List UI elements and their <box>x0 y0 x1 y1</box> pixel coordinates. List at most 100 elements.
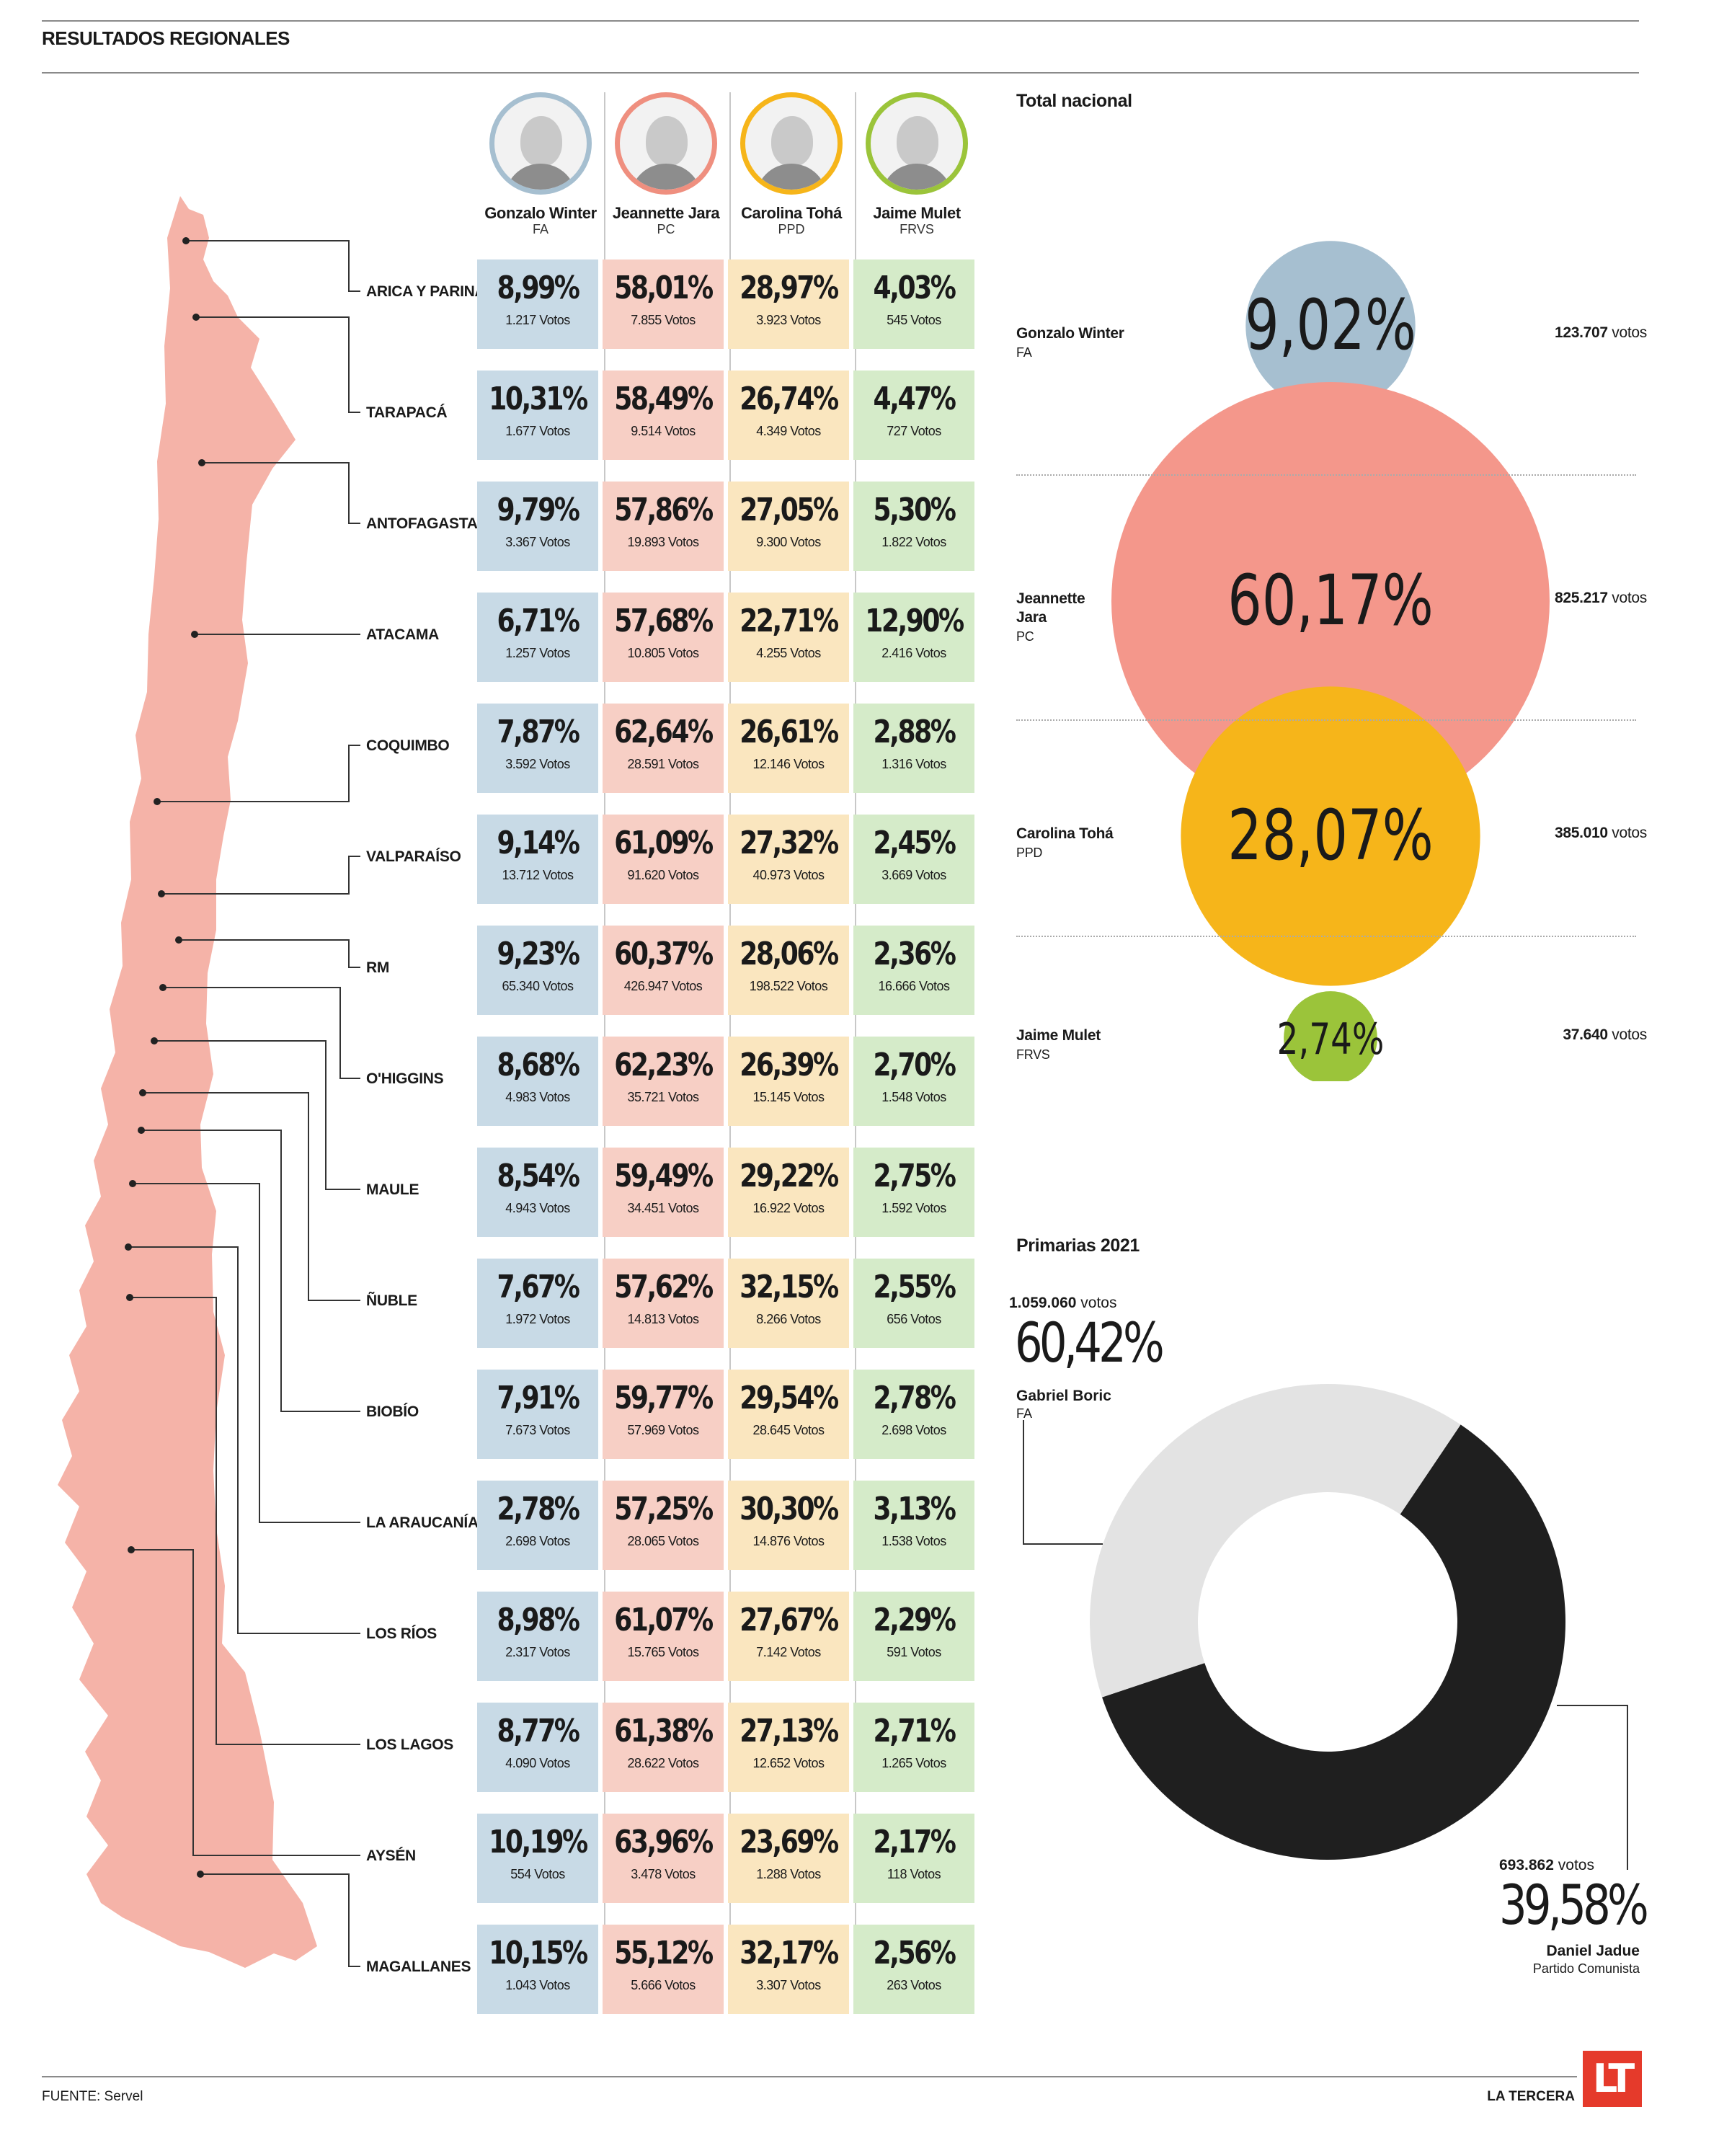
result-percentage: 61,07% <box>614 1602 714 1638</box>
result-cell: 10,15% 1.043 Votos <box>477 1925 598 2014</box>
national-name-winter: Gonzalo Winter FA <box>1016 324 1124 362</box>
result-percentage: 4,03% <box>873 270 956 306</box>
result-cell: 2,56% 263 Votos <box>853 1925 974 2014</box>
donut-slice-0 <box>1102 1424 1565 1860</box>
candidate-party: FA <box>532 222 548 236</box>
region-leader-line <box>196 316 360 413</box>
region-leader-line <box>161 856 360 895</box>
result-percentage: 9,14% <box>497 825 580 861</box>
region-label-maule: MAULE <box>366 1181 419 1198</box>
region-marker <box>182 237 190 244</box>
result-percentage: 57,86% <box>614 492 714 528</box>
region-leader-line <box>130 1297 360 1745</box>
candidate-name: Gonzalo Winter <box>484 204 597 222</box>
top-rule <box>42 20 1639 22</box>
candidate-header-mulet: Jaime Mulet FRVS <box>856 92 977 236</box>
candidate-header-winter: Gonzalo Winter FA <box>480 92 601 236</box>
region-label-coquimbo: COQUIMBO <box>366 737 450 754</box>
result-cell: 3,13% 1.538 Votos <box>853 1481 974 1570</box>
divider <box>1016 474 1636 476</box>
series-name: Gabriel Boric <box>1016 1388 1111 1404</box>
result-cell: 26,74% 4.349 Votos <box>728 371 849 460</box>
result-percentage: 10,31% <box>489 381 588 417</box>
result-percentage: 9,79% <box>497 492 580 528</box>
result-votes: 1.288 Votos <box>756 1867 821 1881</box>
result-votes: 4.255 Votos <box>756 646 821 660</box>
bubble-1 <box>1111 382 1550 820</box>
result-cell: 55,12% 5.666 Votos <box>603 1925 724 2014</box>
bubble-label: 9,02% <box>1245 285 1416 366</box>
result-percentage: 2,17% <box>873 1824 956 1860</box>
result-cell: 57,25% 28.065 Votos <box>603 1481 724 1570</box>
result-percentage: 2,56% <box>873 1935 956 1971</box>
result-percentage: 27,13% <box>739 1713 839 1749</box>
result-cell: 6,71% 1.257 Votos <box>477 593 598 682</box>
result-percentage: 10,15% <box>489 1935 588 1971</box>
result-percentage: 58,49% <box>614 381 714 417</box>
result-cell: 61,09% 91.620 Votos <box>603 815 724 904</box>
region-leader-line <box>154 1040 360 1190</box>
result-votes: 19.893 Votos <box>627 535 699 549</box>
result-votes: 34.451 Votos <box>627 1201 699 1215</box>
region-label-atacama: ATACAMA <box>366 626 439 643</box>
result-percentage: 2,75% <box>873 1158 956 1194</box>
avatar <box>615 92 717 195</box>
primaries-pct-jadue: 39,58% <box>1499 1873 1649 1937</box>
result-percentage: 63,96% <box>614 1824 714 1860</box>
result-votes: 9.514 Votos <box>631 424 696 438</box>
result-percentage: 5,30% <box>873 492 956 528</box>
result-votes: 35.721 Votos <box>627 1090 699 1104</box>
result-votes: 15.145 Votos <box>752 1090 825 1104</box>
result-percentage: 28,06% <box>739 936 839 972</box>
donut-slice-1 <box>1090 1383 1461 1698</box>
votes-value: 825.217 <box>1554 590 1608 606</box>
result-percentage: 4,47% <box>873 381 956 417</box>
region-leader-line <box>143 1092 360 1301</box>
region-marker <box>175 936 182 944</box>
result-cell: 27,05% 9.300 Votos <box>728 482 849 571</box>
result-cell: 9,14% 13.712 Votos <box>477 815 598 904</box>
result-cell: 32,15% 8.266 Votos <box>728 1259 849 1348</box>
region-marker <box>197 1871 204 1878</box>
result-percentage: 26,39% <box>739 1047 839 1083</box>
result-votes: 4.090 Votos <box>505 1756 570 1770</box>
result-cell: 61,38% 28.622 Votos <box>603 1703 724 1792</box>
result-percentage: 62,23% <box>614 1047 714 1083</box>
result-percentage: 27,67% <box>739 1602 839 1638</box>
result-percentage: 10,19% <box>489 1824 588 1860</box>
series-party: PC <box>1016 629 1034 644</box>
region-label-los-lagos: LOS LAGOS <box>366 1736 453 1753</box>
votes-value: 123.707 <box>1554 324 1608 341</box>
result-percentage: 2,70% <box>873 1047 956 1083</box>
result-votes: 7.673 Votos <box>505 1423 570 1437</box>
result-cell: 59,77% 57.969 Votos <box>603 1370 724 1459</box>
candidate-party: PC <box>657 222 675 236</box>
result-cell: 27,32% 40.973 Votos <box>728 815 849 904</box>
series-name: Carolina Tohá <box>1016 825 1114 842</box>
result-cell: 2,78% 2.698 Votos <box>853 1370 974 1459</box>
region-marker <box>138 1127 145 1134</box>
region-leader-line <box>128 1246 360 1634</box>
national-name-toha: Carolina Tohá PPD <box>1016 825 1114 862</box>
national-title: Total nacional <box>1016 91 1132 111</box>
result-cell: 4,03% 545 Votos <box>853 259 974 349</box>
result-cell: 63,96% 3.478 Votos <box>603 1814 724 1903</box>
region-marker <box>154 798 161 805</box>
result-percentage: 27,05% <box>739 492 839 528</box>
result-votes: 28.622 Votos <box>627 1756 699 1770</box>
region-marker <box>159 984 166 991</box>
result-votes: 2.317 Votos <box>505 1645 570 1659</box>
region-marker <box>126 1294 133 1301</box>
primaries-pct-boric: 60,42% <box>1015 1310 1165 1375</box>
result-votes: 4.983 Votos <box>505 1090 570 1104</box>
result-votes: 9.300 Votos <box>756 535 821 549</box>
series-name: Jaime Mulet <box>1016 1027 1101 1044</box>
result-votes: 14.876 Votos <box>752 1534 825 1548</box>
result-cell: 2,17% 118 Votos <box>853 1814 974 1903</box>
result-percentage: 59,49% <box>614 1158 714 1194</box>
region-leader-line <box>202 462 360 524</box>
result-cell: 59,49% 34.451 Votos <box>603 1148 724 1237</box>
result-percentage: 8,99% <box>497 270 580 306</box>
votes-unit: votos <box>1612 324 1647 341</box>
votes-value: 37.640 <box>1563 1026 1608 1043</box>
